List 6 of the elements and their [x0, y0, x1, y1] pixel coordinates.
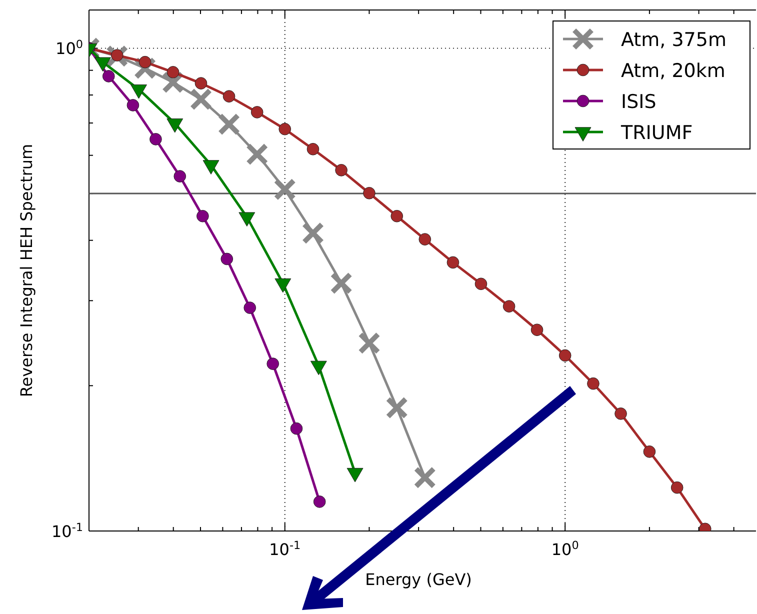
legend-label: ISIS — [621, 91, 656, 113]
legend-label: TRIUMF — [620, 122, 693, 144]
legend-label: Atm, 20km — [621, 60, 726, 82]
y-axis-title: Reverse Integral HEH Spectrum — [17, 144, 36, 398]
x-axis-title: Energy (GeV) — [365, 570, 472, 589]
legend-label: Atm, 375m — [621, 29, 726, 51]
